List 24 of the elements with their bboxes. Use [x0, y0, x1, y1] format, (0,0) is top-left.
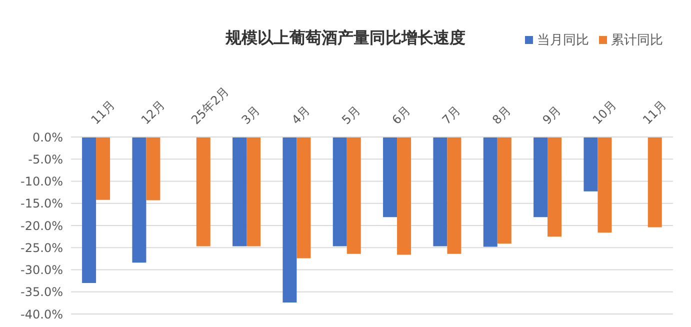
- x-tick-label: 10月: [590, 98, 620, 128]
- legend-label: 当月同比: [537, 33, 589, 48]
- x-tick-label: 9月: [540, 103, 564, 128]
- y-tick-label: -10.0%: [20, 174, 63, 189]
- chart-title: 规模以上葡萄酒产量同比增长速度: [226, 28, 466, 47]
- y-tick-label: -30.0%: [20, 263, 63, 278]
- y-tick-label: 0.0%: [32, 130, 63, 144]
- x-tick-label: 25年2月: [188, 84, 232, 128]
- y-tick-label: -5.0%: [28, 152, 63, 166]
- y-tick-label: -40.0%: [20, 307, 63, 322]
- x-tick-label: 3月: [238, 103, 263, 128]
- x-tick-label: 4月: [288, 103, 313, 128]
- y-tick-label: -25.0%: [20, 240, 63, 255]
- x-tick-label: 11月: [88, 98, 118, 128]
- x-tick-label: 5月: [339, 103, 363, 128]
- x-tick-label: 8月: [490, 103, 514, 128]
- legend-label: 累计同比: [611, 33, 663, 48]
- y-tick-label: -15.0%: [20, 196, 63, 211]
- y-tick-label: -35.0%: [20, 285, 63, 300]
- x-tick-label: 7月: [439, 103, 464, 128]
- x-tick-label: 12月: [138, 98, 168, 128]
- y-tick-label: -20.0%: [20, 218, 63, 233]
- x-tick-label: 6月: [389, 103, 414, 128]
- x-tick-label: 11月: [640, 98, 670, 128]
